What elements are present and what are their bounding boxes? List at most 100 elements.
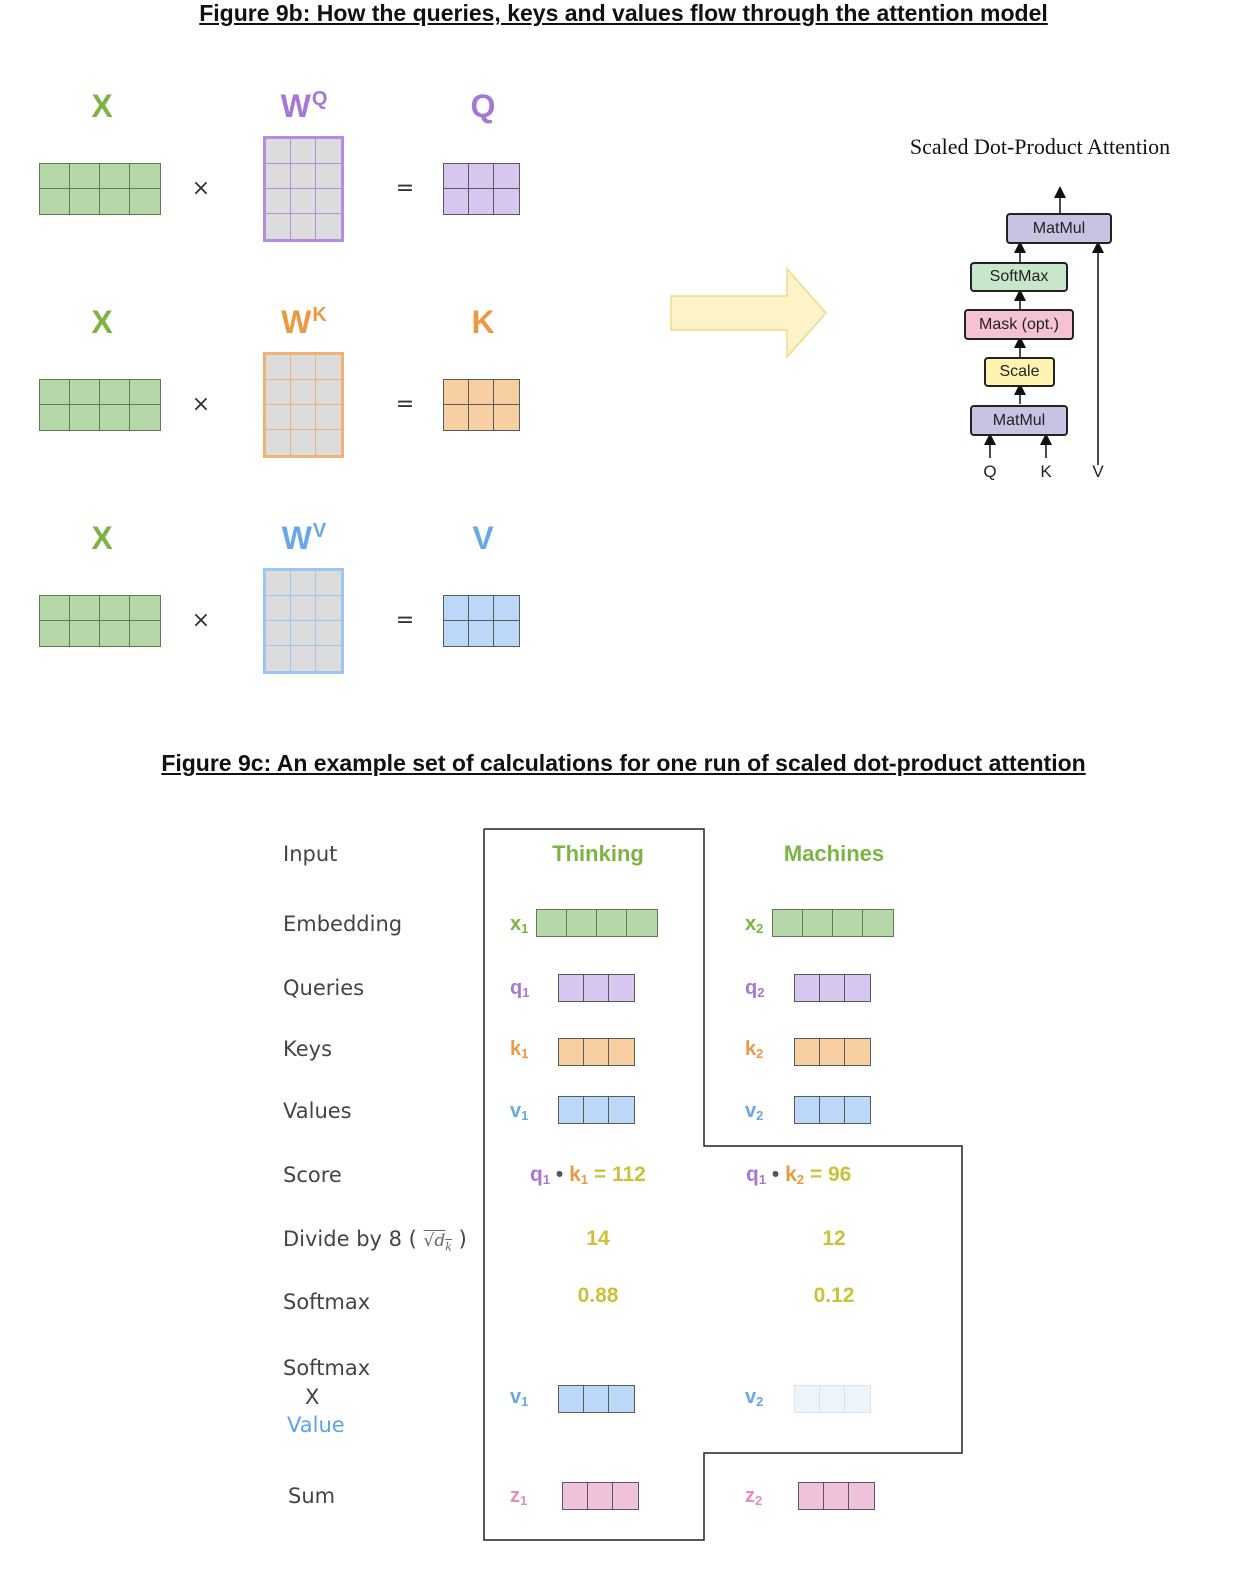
- x-matrix-0: [39, 163, 161, 215]
- w-matrix-1-cell: [291, 380, 316, 405]
- out-matrix-1-cell: [494, 380, 519, 405]
- score2-q-subscript: 1: [758, 1172, 767, 1187]
- row-label-divide: Divide by 8 ( √dk ): [283, 1227, 467, 1253]
- k1-label: k1: [510, 1038, 528, 1061]
- word-machines: Machines: [783, 841, 885, 866]
- k1-subscript: 1: [521, 1046, 529, 1061]
- divide-close-paren: ): [458, 1227, 467, 1251]
- x-matrix-0-cell: [130, 189, 160, 214]
- figure-9b-title: Figure 9b: How the queries, keys and val…: [199, 0, 1048, 26]
- x-matrix-0-cell: [100, 189, 130, 214]
- sv2-label: v2: [745, 1386, 763, 1409]
- w-matrix-1: [263, 352, 344, 458]
- v2-letter: v: [745, 1100, 757, 1122]
- w-matrix-2-cell: [266, 621, 291, 646]
- x-matrix-2-cell: [130, 621, 160, 646]
- score2-q-letter: q: [746, 1163, 759, 1186]
- k1-vector: [558, 1038, 635, 1066]
- out-matrix-1: [443, 379, 520, 431]
- x-matrix-1-cell: [100, 380, 130, 405]
- row-label-sum: Sum: [288, 1484, 336, 1508]
- softmax-1: 0.88: [577, 1284, 619, 1307]
- x2-subscript: 2: [756, 921, 764, 936]
- sqrt-d-text: √d: [423, 1231, 446, 1251]
- z1-letter: z: [510, 1485, 520, 1507]
- row-label-score: Score: [283, 1163, 342, 1187]
- w-matrix-0-cell: [291, 164, 316, 189]
- sdpa-arrows: [984, 186, 1104, 465]
- out-matrix-0: [443, 163, 520, 215]
- row-label-keys: Keys: [283, 1037, 333, 1061]
- z2-vector-cell: [799, 1483, 824, 1509]
- w-matrix-0-cell: [266, 139, 291, 164]
- w-matrix-0-cell: [291, 139, 316, 164]
- k1-letter: k: [510, 1038, 522, 1060]
- weighted-v1-vector-cell: [559, 1386, 584, 1412]
- z1-vector-cell: [563, 1483, 588, 1509]
- q1-subscript: 1: [522, 985, 530, 1000]
- v1-vector: [558, 1096, 635, 1124]
- q1-label: q1: [510, 977, 529, 1000]
- score1-k-letter: k: [569, 1163, 581, 1186]
- sdpa-mask-box: Mask (opt.): [964, 309, 1074, 340]
- v2-subscript: 2: [756, 1108, 764, 1123]
- w-matrix-1-cell: [291, 430, 316, 455]
- x-matrix-2-cell: [40, 596, 70, 621]
- q1-letter: q: [510, 977, 523, 999]
- x-letter-1: X: [91, 304, 113, 340]
- x-matrix-2-cell: [70, 621, 100, 646]
- w-superscript-2: V: [312, 520, 327, 542]
- x1-label: x1: [510, 913, 528, 936]
- w-matrix-0-cell: [266, 214, 291, 239]
- out-matrix-1-cell: [444, 405, 469, 430]
- divide-text: Divide by 8 (: [283, 1227, 417, 1251]
- w-matrix-2-cell: [291, 571, 316, 596]
- row-label-softmax: Softmax: [283, 1290, 371, 1314]
- out-matrix-2-cell: [494, 596, 519, 621]
- v1-vector-cell: [609, 1097, 634, 1123]
- sdpa-matmul-top-box: MatMul: [1006, 213, 1112, 244]
- out-matrix-2-cell: [494, 621, 519, 646]
- out-matrix-1-cell: [469, 405, 494, 430]
- x1-vector-cell: [597, 910, 627, 936]
- sqrt-k-subscript: k: [445, 1240, 452, 1254]
- flow-arrow-icon: [670, 267, 828, 359]
- x2-vector-cell: [803, 910, 833, 936]
- out-matrix-0-cell: [444, 164, 469, 189]
- out-letter-0: Q: [470, 88, 496, 124]
- weighted-v1-vector: [558, 1385, 635, 1413]
- v1-vector-cell: [584, 1097, 609, 1123]
- weighted-v2-vector-cell: [820, 1386, 845, 1412]
- k1-vector-cell: [584, 1039, 609, 1065]
- z1-vector: [562, 1482, 639, 1510]
- sdpa-title: Scaled Dot-Product Attention: [909, 134, 1171, 159]
- w-matrix-0-cell: [266, 189, 291, 214]
- v2-label: v2: [745, 1100, 763, 1123]
- equals-sign-2: =: [395, 608, 415, 633]
- weighted-v1-vector-cell: [609, 1386, 634, 1412]
- w-matrix-2-cell: [316, 571, 341, 596]
- w-matrix-1-cell: [266, 380, 291, 405]
- divided-2: 12: [822, 1227, 846, 1250]
- sv2-subscript: 2: [756, 1394, 764, 1409]
- score1-q-letter: q: [530, 1163, 543, 1186]
- w-matrix-0-cell: [291, 189, 316, 214]
- row-label-softmax-value-2: X: [305, 1385, 320, 1409]
- sqrt-dk-symbol: √dk: [423, 1231, 452, 1254]
- x-matrix-0-cell: [130, 164, 160, 189]
- score2-q: q1: [746, 1163, 767, 1187]
- w-matrix-2-cell: [266, 646, 291, 671]
- w-matrix-2-cell: [316, 621, 341, 646]
- x-matrix-0-cell: [40, 164, 70, 189]
- v1-subscript: 1: [521, 1108, 529, 1123]
- w-matrix-1-cell: [291, 405, 316, 430]
- x-matrix-1-cell: [100, 405, 130, 430]
- score2-dot: •: [771, 1163, 780, 1186]
- k2-label: k2: [745, 1038, 763, 1061]
- weighted-v2-vector-cell: [845, 1386, 870, 1412]
- out-matrix-0-cell: [494, 164, 519, 189]
- w-matrix-1-cell: [266, 355, 291, 380]
- w-matrix-2-cell: [266, 571, 291, 596]
- weighted-v2-vector-cell: [795, 1386, 820, 1412]
